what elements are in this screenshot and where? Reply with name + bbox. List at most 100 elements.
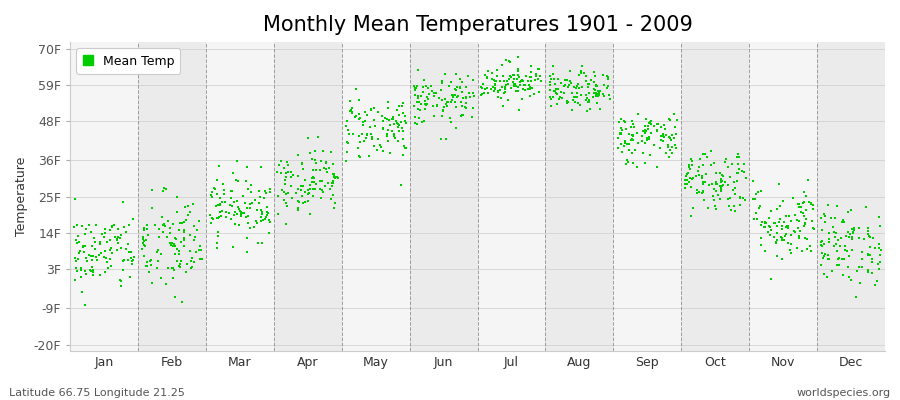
Point [832, 256, 846, 262]
Point [817, 211, 832, 217]
Point [614, 116, 628, 122]
Point [111, 225, 125, 232]
Point [357, 109, 372, 116]
Point [832, 254, 846, 261]
Point [94, 272, 108, 278]
Point [695, 190, 709, 197]
Point [830, 262, 844, 268]
Point [234, 211, 248, 217]
Point [859, 204, 873, 210]
Point [738, 175, 752, 182]
Point [485, 70, 500, 76]
Point [491, 89, 506, 95]
Point [714, 176, 728, 182]
Point [210, 177, 224, 184]
Point [418, 101, 432, 108]
Point [154, 275, 168, 282]
Point [569, 85, 583, 92]
Point [533, 73, 547, 79]
Point [474, 84, 489, 90]
Point [746, 178, 760, 185]
Point [277, 165, 292, 171]
Point [284, 168, 298, 175]
Point [863, 234, 878, 240]
Point [509, 88, 524, 94]
Point [732, 154, 746, 160]
Point [295, 166, 310, 172]
Point [701, 204, 716, 211]
Point [463, 94, 477, 100]
Point [581, 99, 596, 106]
Point [364, 106, 378, 112]
Point [260, 203, 274, 210]
Point [434, 136, 448, 142]
Point [279, 159, 293, 165]
Point [447, 92, 462, 98]
Point [115, 199, 130, 206]
Point [784, 250, 798, 256]
Point [446, 92, 460, 98]
Point [817, 271, 832, 277]
Point [112, 235, 127, 241]
Point [317, 165, 331, 172]
Point [284, 183, 299, 189]
Point [548, 86, 562, 92]
Point [417, 77, 431, 83]
Point [244, 189, 258, 196]
Point [328, 174, 343, 180]
Point [500, 78, 514, 84]
Point [868, 244, 882, 251]
Point [230, 197, 245, 204]
Point [842, 234, 856, 240]
Point [781, 213, 796, 220]
Point [292, 199, 307, 206]
Point [824, 215, 838, 221]
Point [449, 124, 464, 131]
Point [847, 227, 861, 234]
Point [167, 251, 182, 257]
Point [293, 186, 308, 193]
Point [121, 241, 135, 247]
Point [643, 152, 657, 158]
Point [841, 264, 855, 270]
Point [174, 239, 188, 245]
Point [563, 68, 578, 74]
Point [93, 240, 107, 247]
Point [396, 136, 410, 142]
Point [797, 189, 812, 195]
Point [851, 264, 866, 270]
Point [546, 63, 561, 69]
Point [98, 226, 112, 232]
Point [270, 169, 284, 176]
Point [441, 83, 455, 89]
Point [728, 191, 742, 198]
Point [140, 221, 154, 228]
Point [168, 294, 183, 300]
Point [342, 130, 356, 137]
Bar [274, 42, 342, 351]
Point [737, 161, 751, 168]
Point [784, 240, 798, 247]
Point [628, 147, 643, 154]
Point [822, 236, 836, 242]
Point [212, 228, 226, 235]
Point [796, 212, 811, 219]
Point [382, 150, 397, 156]
Point [392, 128, 407, 134]
Point [305, 156, 320, 162]
Point [380, 131, 394, 138]
Point [780, 225, 795, 232]
Point [731, 170, 745, 176]
Point [477, 86, 491, 92]
Point [89, 222, 104, 228]
Point [591, 93, 606, 100]
Point [219, 208, 233, 215]
Point [126, 256, 140, 263]
Point [865, 259, 879, 265]
Point [148, 222, 162, 228]
Point [376, 118, 391, 124]
Point [92, 252, 106, 258]
Point [577, 70, 591, 76]
Point [547, 76, 562, 82]
Point [381, 127, 395, 134]
